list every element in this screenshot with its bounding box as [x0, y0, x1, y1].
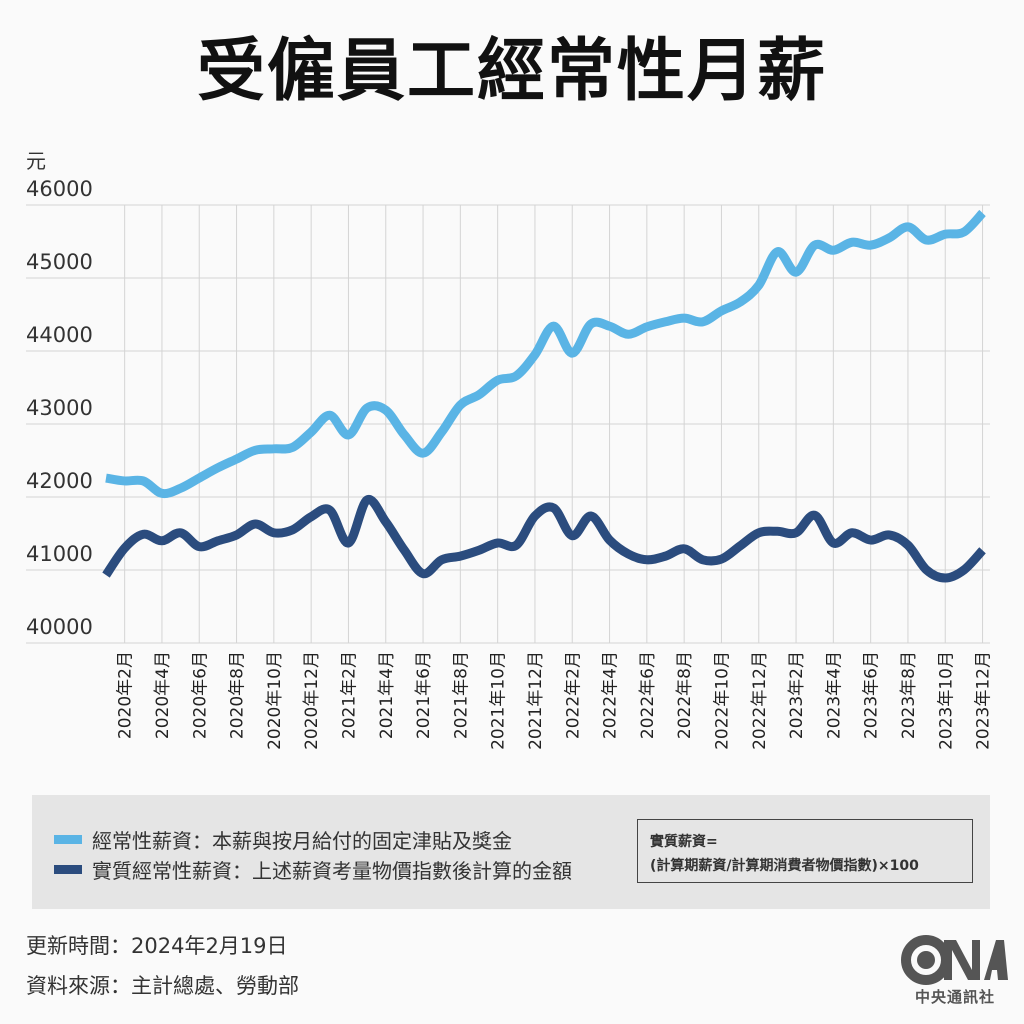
legend-panel: 經常性薪資：本薪與按月給付的固定津貼及獎金 實質經常性薪資：上述薪資考量物價指數…	[32, 795, 990, 909]
legend-label: 實質經常性薪資：上述薪資考量物價指數後計算的金額	[92, 859, 572, 883]
x-tick-label: 2022年2月	[563, 651, 583, 739]
formula-line-1: 實質薪資=	[650, 834, 718, 850]
x-tick-label: 2023年2月	[787, 651, 807, 739]
x-tick-label: 2020年12月	[302, 651, 322, 750]
x-tick-label: 2022年6月	[638, 651, 658, 739]
x-tick-label: 2020年2月	[116, 651, 136, 739]
legend-swatch-dark	[54, 865, 82, 874]
y-tick-label: 44000	[26, 323, 93, 347]
x-tick-label: 2023年8月	[899, 651, 919, 739]
x-tick-label: 2020年4月	[153, 651, 173, 739]
legend-item-regular-wage: 經常性薪資：本薪與按月給付的固定津貼及獎金	[54, 825, 512, 854]
y-axis-unit: 元	[26, 149, 46, 173]
x-tick-label: 2020年10月	[265, 651, 285, 750]
x-tick-label: 2023年4月	[824, 651, 844, 739]
x-tick-label: 2022年12月	[750, 651, 770, 750]
series-line-real-wage	[102, 495, 986, 583]
chart-title: 受僱員工經常性月薪	[196, 32, 827, 111]
x-tick-label: 2022年10月	[712, 651, 732, 750]
legend-swatch-light	[54, 835, 82, 844]
x-tick-label: 2021年8月	[451, 651, 471, 739]
x-tick-label: 2021年4月	[377, 651, 397, 739]
cna-logo-icon	[901, 935, 1008, 985]
y-tick-label: 41000	[26, 542, 93, 566]
y-tick-label: 45000	[26, 250, 93, 274]
x-tick-label: 2022年4月	[601, 651, 621, 739]
x-tick-label: 2023年6月	[862, 651, 882, 739]
cna-logo: 中央通訊社	[900, 934, 1010, 1014]
legend-item-real-wage: 實質經常性薪資：上述薪資考量物價指數後計算的金額	[54, 855, 572, 884]
line-chart: 40000 41000 42000 43000 44000 45000 46000 2020年…	[26, 177, 994, 750]
y-tick-label: 42000	[26, 469, 93, 493]
x-tick-label: 2020年8月	[228, 651, 248, 739]
y-tick-label: 40000	[26, 615, 93, 639]
update-time: 更新時間：2024年2月19日	[26, 934, 288, 958]
x-tick-label: 2021年10月	[489, 651, 509, 750]
x-tick-label: 2021年6月	[414, 651, 434, 739]
legend-label: 經常性薪資：本薪與按月給付的固定津貼及獎金	[92, 829, 512, 853]
x-tick-label: 2023年12月	[974, 651, 994, 750]
y-tick-label: 46000	[26, 177, 93, 201]
x-tick-label: 2022年8月	[675, 651, 695, 739]
formula-box: 實質薪資= (計算期薪資/計算期消費者物價指數)×100	[637, 819, 973, 883]
logo-text: 中央通訊社	[914, 988, 995, 1006]
data-source: 資料來源：主計總處、勞動部	[26, 974, 299, 998]
x-tick-label: 2023年10月	[936, 651, 956, 750]
x-tick-label: 2021年2月	[339, 651, 359, 739]
y-tick-label: 43000	[26, 396, 93, 420]
formula-line-2: (計算期薪資/計算期消費者物價指數)×100	[650, 858, 919, 874]
x-tick-label: 2020年6月	[190, 651, 210, 739]
x-tick-label: 2021年12月	[526, 651, 546, 750]
series-line-regular-wage	[105, 209, 986, 499]
